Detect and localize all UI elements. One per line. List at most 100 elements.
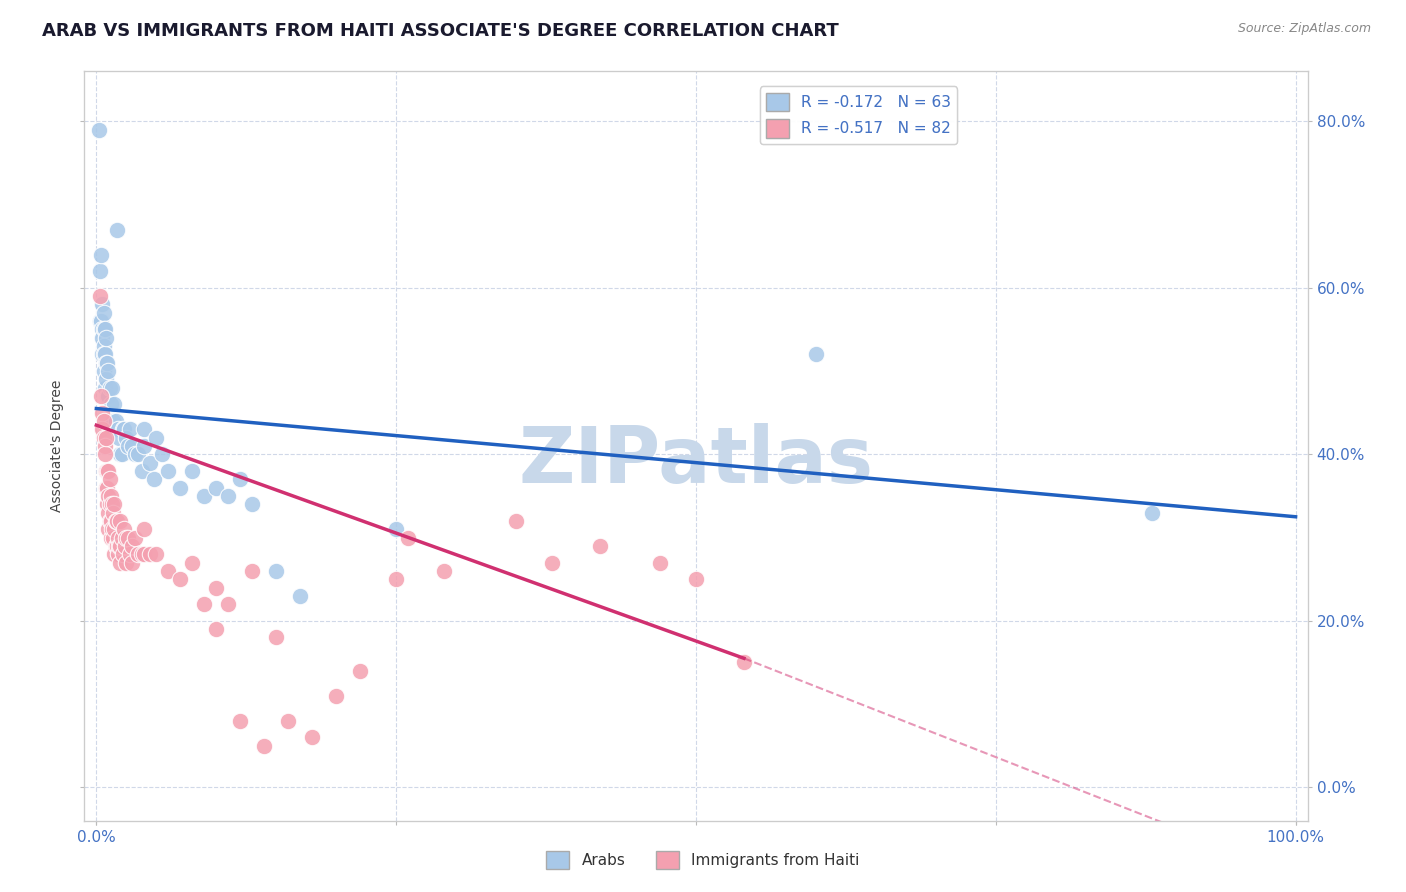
- Point: [118, 547, 141, 561]
- Point: [541, 556, 564, 570]
- Point: [110, 447, 132, 461]
- Point: [90, 314, 112, 328]
- Point: [134, 522, 156, 536]
- Point: [94, 372, 117, 386]
- Point: [104, 414, 127, 428]
- Point: [104, 514, 127, 528]
- Point: [93, 431, 115, 445]
- Point: [105, 539, 128, 553]
- Point: [98, 497, 121, 511]
- Point: [91, 347, 114, 361]
- Point: [589, 539, 612, 553]
- Point: [240, 564, 263, 578]
- Point: [349, 664, 371, 678]
- Point: [118, 422, 141, 436]
- Point: [264, 631, 287, 645]
- Point: [93, 447, 117, 461]
- Point: [124, 447, 146, 461]
- Point: [117, 439, 139, 453]
- Point: [205, 481, 228, 495]
- Y-axis label: Associate's Degree: Associate's Degree: [51, 380, 65, 512]
- Point: [93, 414, 115, 428]
- Point: [112, 522, 135, 536]
- Point: [205, 581, 228, 595]
- Point: [101, 522, 124, 536]
- Point: [181, 556, 204, 570]
- Point: [157, 464, 180, 478]
- Point: [108, 431, 131, 445]
- Point: [97, 489, 120, 503]
- Point: [101, 381, 124, 395]
- Point: [253, 739, 276, 753]
- Point: [111, 547, 134, 561]
- Point: [107, 547, 129, 561]
- Point: [100, 397, 122, 411]
- Point: [134, 422, 156, 436]
- Point: [101, 531, 124, 545]
- Point: [139, 456, 162, 470]
- Point: [93, 364, 115, 378]
- Point: [94, 464, 117, 478]
- Point: [91, 406, 114, 420]
- Point: [97, 522, 120, 536]
- Point: [98, 514, 121, 528]
- Text: ARAB VS IMMIGRANTS FROM HAITI ASSOCIATE'S DEGREE CORRELATION CHART: ARAB VS IMMIGRANTS FROM HAITI ASSOCIATE'…: [42, 22, 839, 40]
- Point: [1140, 506, 1163, 520]
- Point: [91, 331, 114, 345]
- Point: [110, 514, 132, 528]
- Point: [115, 556, 138, 570]
- Text: ZIPatlas: ZIPatlas: [519, 423, 873, 499]
- Point: [139, 547, 162, 561]
- Point: [193, 489, 215, 503]
- Point: [93, 322, 117, 336]
- Point: [96, 481, 118, 495]
- Point: [97, 389, 120, 403]
- Point: [131, 464, 153, 478]
- Point: [217, 597, 239, 611]
- Point: [131, 547, 153, 561]
- Point: [90, 389, 112, 403]
- Point: [105, 222, 128, 236]
- Point: [277, 714, 299, 728]
- Point: [89, 264, 111, 278]
- Point: [93, 339, 115, 353]
- Point: [325, 689, 347, 703]
- Point: [169, 481, 191, 495]
- Point: [100, 531, 122, 545]
- Point: [100, 514, 122, 528]
- Point: [150, 447, 173, 461]
- Point: [100, 489, 122, 503]
- Point: [648, 556, 671, 570]
- Point: [205, 622, 228, 636]
- Point: [107, 422, 129, 436]
- Point: [93, 381, 117, 395]
- Point: [145, 431, 167, 445]
- Point: [93, 306, 115, 320]
- Point: [217, 489, 239, 503]
- Point: [93, 322, 115, 336]
- Point: [110, 447, 132, 461]
- Point: [97, 364, 120, 378]
- Point: [142, 472, 165, 486]
- Point: [121, 556, 143, 570]
- Point: [112, 422, 135, 436]
- Point: [181, 464, 204, 478]
- Point: [105, 514, 128, 528]
- Point: [240, 497, 263, 511]
- Point: [290, 589, 312, 603]
- Point: [87, 122, 110, 136]
- Point: [433, 564, 456, 578]
- Point: [229, 714, 252, 728]
- Point: [107, 531, 129, 545]
- Point: [90, 247, 112, 261]
- Point: [117, 531, 139, 545]
- Point: [91, 297, 114, 311]
- Point: [98, 381, 121, 395]
- Point: [169, 572, 191, 586]
- Point: [91, 422, 114, 436]
- Point: [101, 497, 124, 511]
- Point: [93, 439, 117, 453]
- Legend: Arabs, Immigrants from Haiti: Arabs, Immigrants from Haiti: [540, 845, 866, 875]
- Point: [733, 656, 755, 670]
- Point: [98, 472, 121, 486]
